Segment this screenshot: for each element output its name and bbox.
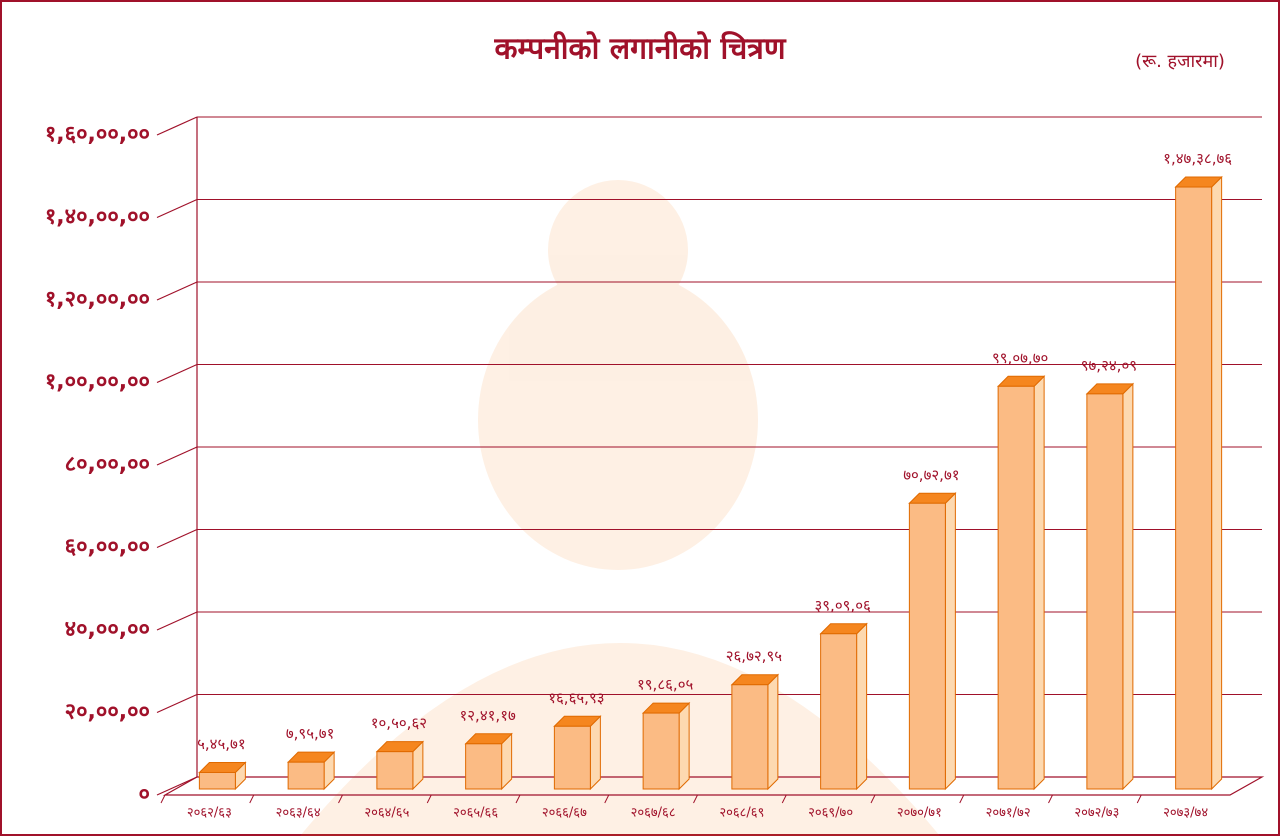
y-tick-label: ० (139, 782, 150, 807)
x-tick-label: २०६८/६९ (719, 806, 764, 821)
y-tick-label: ४०,००,०० (65, 617, 150, 642)
y-tick-label: ८०,००,०० (65, 452, 150, 477)
data-label: १०,५०,६२ (371, 714, 427, 732)
y-tick-label: २०,००,०० (65, 700, 150, 725)
x-tick-label: २०६६/६७ (542, 806, 587, 821)
bar-side (590, 716, 600, 789)
data-label: ७०,७२,७१ (903, 466, 959, 484)
bar (288, 762, 324, 789)
bar (554, 726, 590, 789)
x-tick-label: २०६९/७० (808, 806, 853, 821)
unit-note: (रू. हजारमा) (1135, 51, 1225, 72)
y-tick-label: १,००,००,०० (45, 370, 150, 395)
bar (1176, 187, 1212, 789)
bar (199, 772, 235, 789)
x-tick-label: २०६३/६४ (276, 806, 321, 821)
x-tick-label: २०६२/६३ (187, 806, 232, 821)
data-label: ५,४५,७१ (197, 735, 246, 753)
data-label: १,४७,३८,७६ (1163, 150, 1232, 168)
bar (732, 685, 768, 789)
chart: कम्पनीको लगानीको चित्रण (रू. हजारमा) ० २०… (0, 0, 1280, 836)
data-label: २६,७२,९५ (726, 647, 783, 665)
bar (998, 386, 1034, 789)
x-tick-label: २०७३/७४ (1163, 806, 1208, 821)
data-label: ९९,०७,७० (992, 349, 1048, 367)
x-tick-label: २०७२/७३ (1074, 806, 1119, 821)
x-tick-label: २०६४/६५ (364, 806, 409, 821)
bar-side (679, 703, 689, 789)
bar (909, 503, 945, 789)
data-label: १२,४१,१७ (459, 706, 516, 724)
y-tick-label: १,४०,००,०० (45, 205, 150, 230)
x-tick-label: २०६७/६८ (631, 806, 676, 821)
bar-side (857, 624, 867, 789)
chart-title: कम्पनीको लगानीको चित्रण (493, 31, 786, 67)
bar (466, 744, 502, 789)
bar (643, 713, 679, 789)
bar-side (1034, 376, 1044, 789)
y-tick-label: ६०,००,०० (65, 535, 150, 560)
data-label: १९,८६,०५ (637, 676, 694, 694)
x-tick-label: २०७०/७१ (897, 806, 942, 821)
bar-side (768, 675, 778, 789)
x-tick-label: २०६५/६६ (453, 806, 498, 821)
bar (1087, 394, 1123, 789)
data-label: ९७,२४,०९ (1081, 356, 1137, 374)
data-label: ३९,०९,०६ (814, 596, 871, 614)
y-tick-label: १,२०,००,०० (45, 287, 150, 312)
data-label: ७,९५,७१ (286, 725, 335, 743)
data-label: १६,६५,९३ (548, 689, 604, 707)
bar-side (1123, 384, 1133, 789)
bar (377, 752, 413, 789)
bar (821, 634, 857, 789)
bar-side (945, 493, 955, 789)
bar-side (1212, 177, 1222, 789)
y-tick-label: १,६०,००,०० (45, 122, 150, 147)
x-tick-label: २०७१/७२ (986, 806, 1031, 821)
